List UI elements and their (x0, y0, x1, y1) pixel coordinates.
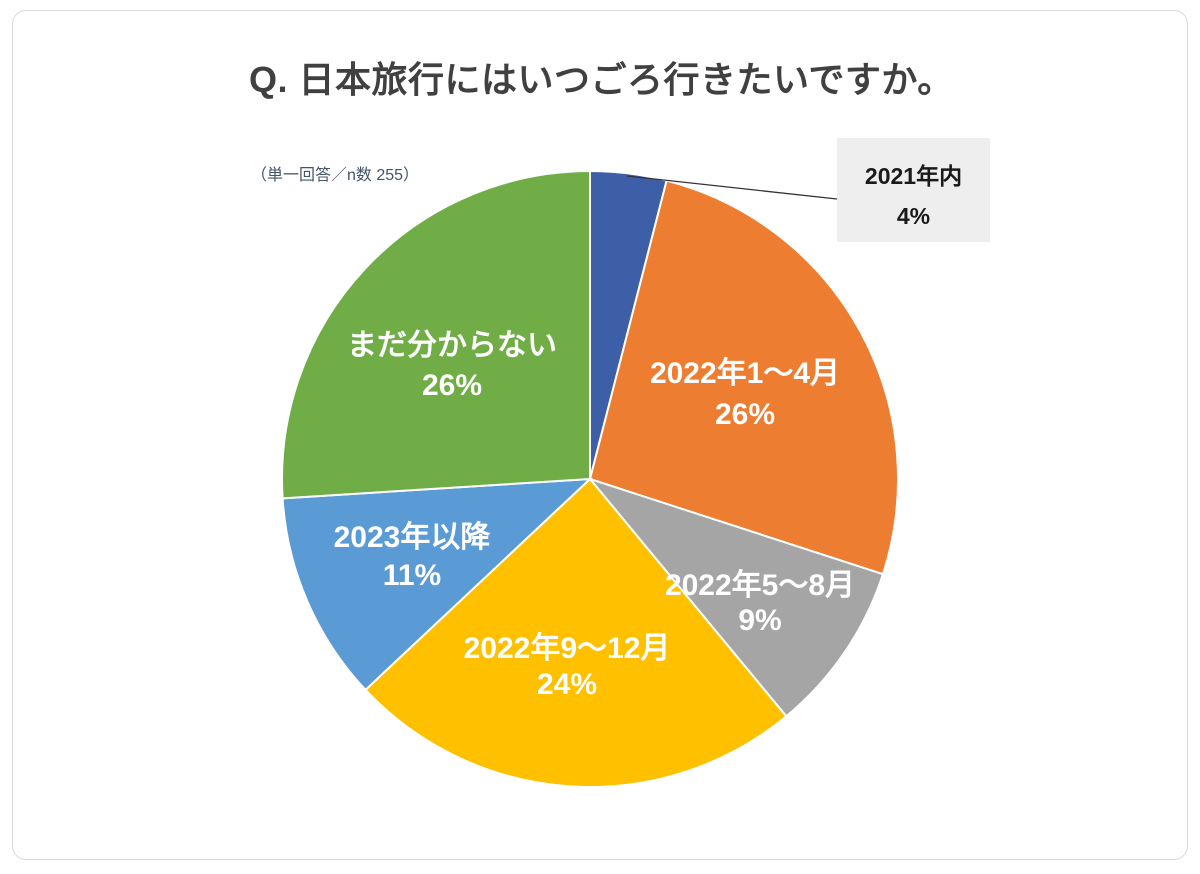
svg-text:2022年1〜4月: 2022年1〜4月 (650, 357, 840, 390)
svg-text:24%: 24% (537, 668, 597, 701)
svg-text:2023年以降: 2023年以降 (334, 521, 492, 554)
svg-text:26%: 26% (715, 398, 775, 431)
svg-text:2022年9〜12月: 2022年9〜12月 (464, 632, 671, 665)
svg-text:まだ分からない: まだ分からない (347, 329, 557, 362)
svg-text:9%: 9% (738, 604, 781, 637)
svg-text:26%: 26% (422, 369, 482, 402)
svg-text:2022年5〜8月: 2022年5〜8月 (665, 569, 855, 602)
svg-text:11%: 11% (383, 559, 441, 592)
